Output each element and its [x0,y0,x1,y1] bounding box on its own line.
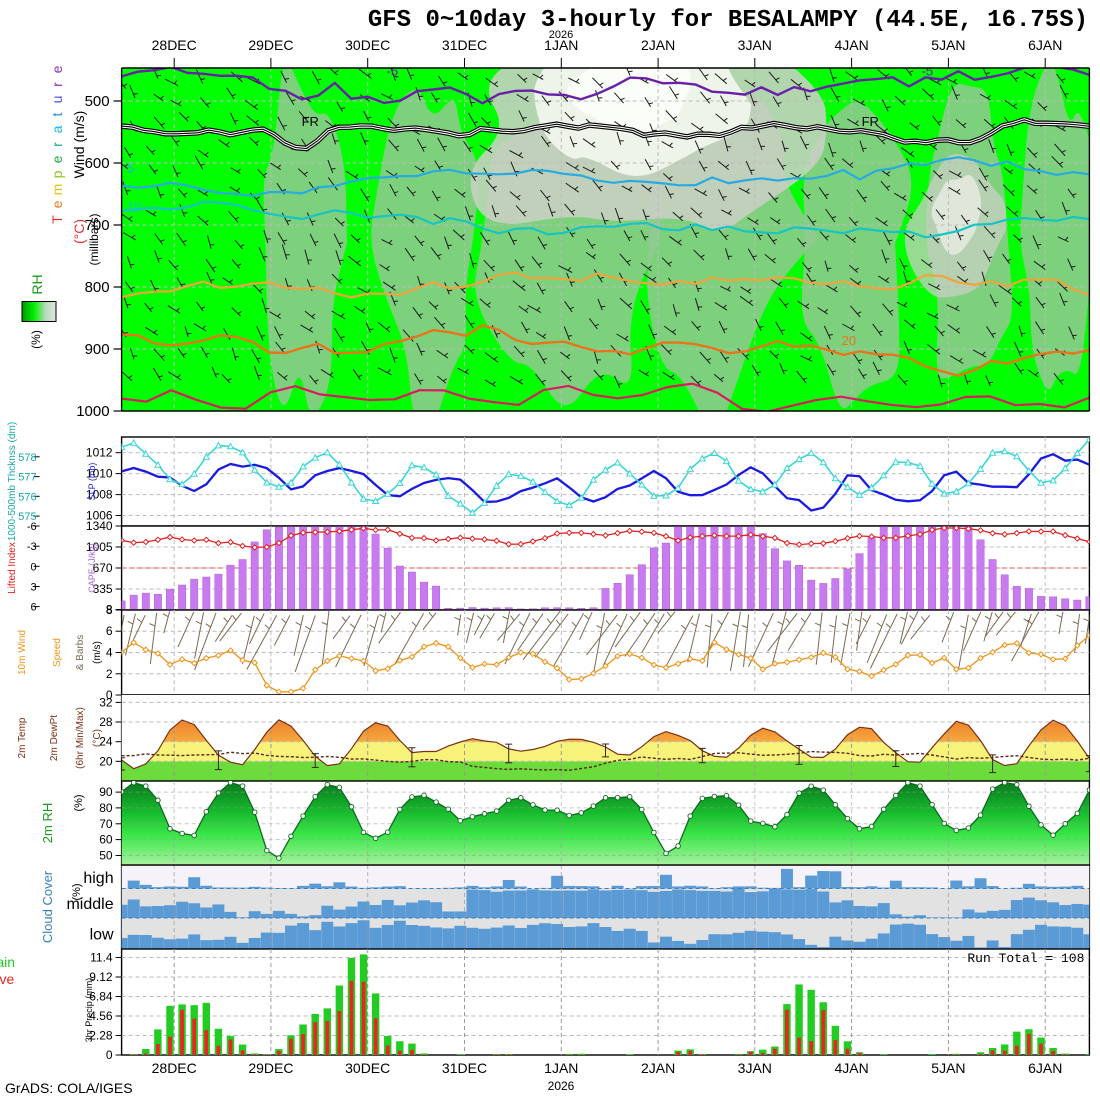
svg-text:CAPE (J/kg): CAPE (J/kg) [87,543,97,593]
svg-text:3: 3 [30,582,36,594]
svg-text:p: p [49,170,65,178]
svg-text:r: r [49,142,65,147]
svg-text:GFS 0~10day 3-hourly for BESAL: GFS 0~10day 3-hourly for BESALAMPY (44.5… [368,7,1088,34]
svg-text:e: e [49,155,65,163]
svg-text:0: 0 [106,1048,113,1062]
svg-text:1012: 1012 [86,446,113,460]
svg-text:3hr Precip (mm): 3hr Precip (mm) [84,978,94,1043]
svg-text:6: 6 [106,624,113,638]
svg-text:high: high [83,870,113,887]
svg-text:(%): (%) [29,330,43,349]
svg-text:2: 2 [106,667,113,681]
svg-text:4JAN: 4JAN [834,37,868,53]
svg-text:Speed: Speed [52,638,63,667]
svg-text:SLP (mb): SLP (mb) [87,463,97,501]
svg-text:2m RH: 2m RH [40,803,55,843]
svg-text:8: 8 [106,603,113,617]
svg-text:577: 577 [18,472,36,484]
svg-text:t: t [49,112,65,116]
svg-text:(6hr Min/Max): (6hr Min/Max) [75,707,86,769]
svg-text:1000: 1000 [76,403,109,420]
svg-text:11.4: 11.4 [90,951,113,965]
svg-text:576: 576 [18,491,36,503]
svg-text:m: m [49,184,65,196]
svg-text:6: 6 [30,602,36,614]
svg-text:20: 20 [842,333,856,348]
svg-text:u: u [49,96,65,104]
svg-text:1000-500mb Thcknss (dm): 1000-500mb Thcknss (dm) [7,422,18,541]
svg-text:4JAN: 4JAN [834,1060,868,1076]
svg-text:1JAN: 1JAN [544,1060,578,1076]
svg-text:31DEC: 31DEC [442,37,487,53]
svg-text:FR: FR [862,114,879,129]
svg-text:5JAN: 5JAN [931,37,965,53]
svg-text:& Barbs: & Barbs [75,635,86,671]
svg-text:-3: -3 [27,541,37,553]
svg-text:Run Total = 108: Run Total = 108 [967,951,1084,966]
svg-text:T: T [49,215,65,224]
svg-text:2JAN: 2JAN [641,37,675,53]
svg-text:90: 90 [99,785,113,799]
svg-text:500: 500 [85,93,110,110]
svg-text:3JAN: 3JAN [738,37,772,53]
svg-text:e: e [49,200,65,208]
svg-text:low: low [90,927,114,944]
svg-text:(°C): (°C) [92,729,103,747]
svg-text:29DEC: 29DEC [248,1060,293,1076]
svg-text:1340: 1340 [86,519,113,533]
svg-text:20: 20 [99,754,113,768]
svg-text:5JAN: 5JAN [931,1060,965,1076]
svg-text:30DEC: 30DEC [345,37,390,53]
svg-text:6JAN: 6JAN [1028,37,1062,53]
svg-text:10: 10 [127,200,141,215]
svg-text:2m DewPt: 2m DewPt [49,715,60,761]
svg-text:28DEC: 28DEC [152,1060,197,1076]
svg-text:50: 50 [99,849,113,863]
svg-text:32: 32 [99,695,113,709]
svg-text:(°C): (°C) [71,219,87,244]
svg-text:28DEC: 28DEC [152,37,197,53]
svg-text:GrADS: COLA/IGES: GrADS: COLA/IGES [5,1080,133,1096]
svg-text:(%): (%) [71,883,83,900]
svg-text:6JAN: 6JAN [1028,1060,1062,1076]
svg-text:a: a [49,125,65,133]
svg-text:RH: RH [29,274,45,294]
svg-text:(millibars): (millibars) [87,214,101,266]
svg-text:80: 80 [99,801,113,815]
svg-text:2026: 2026 [548,1079,575,1093]
svg-text:4: 4 [106,646,113,660]
svg-text:-6: -6 [27,521,37,533]
svg-text:30DEC: 30DEC [345,1060,390,1076]
svg-text:2m Temp: 2m Temp [17,717,28,758]
svg-text:800: 800 [85,279,110,296]
svg-text:2JAN: 2JAN [641,1060,675,1076]
svg-text:(%): (%) [73,794,85,811]
svg-text:900: 900 [85,341,110,358]
svg-text:3JAN: 3JAN [738,1060,772,1076]
svg-text:31DEC: 31DEC [442,1060,487,1076]
svg-text:FR: FR [302,114,319,129]
svg-text:r: r [49,82,65,87]
svg-text:29DEC: 29DEC [248,37,293,53]
svg-text:e: e [49,65,65,73]
svg-text:Lifted Index: Lifted Index [7,542,18,594]
svg-text:10m Wind: 10m Wind [17,630,28,675]
svg-text:(m/s): (m/s) [92,641,103,664]
svg-text:0: 0 [30,561,36,573]
svg-text:5: 5 [127,161,134,176]
svg-text:70: 70 [99,817,113,831]
svg-text:600: 600 [85,155,110,172]
svg-text:28: 28 [99,715,113,729]
svg-text:Convective: Convective [0,971,14,987]
svg-text:Total / Rain: Total / Rain [0,954,15,970]
svg-text:Wind (m/s): Wind (m/s) [71,111,87,179]
svg-text:Cloud Cover: Cloud Cover [40,870,55,943]
svg-text:578: 578 [18,452,36,464]
svg-text:60: 60 [99,833,113,847]
